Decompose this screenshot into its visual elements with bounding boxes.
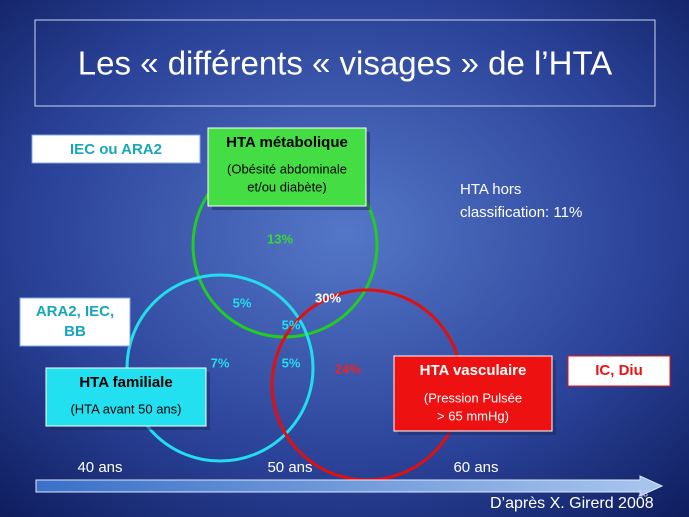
age-label: 60 ans	[453, 459, 498, 476]
treatment-text: IEC ou ARA2	[70, 141, 162, 158]
unclassified: classification: 11%	[460, 204, 582, 221]
percentage: 24%	[335, 361, 361, 376]
group-box	[207, 127, 367, 207]
group-box	[45, 367, 207, 427]
group-description: (HTA avant 50 ans)	[70, 401, 181, 416]
age-arrow	[35, 475, 664, 497]
treatment-box	[567, 355, 671, 387]
group-description: (Obésité abdominale	[227, 161, 347, 176]
group-name: HTA vasculaire	[420, 362, 527, 379]
title: Les « différents « visages » de l’HTA	[78, 45, 612, 82]
group-description: et/ou diabète)	[247, 179, 327, 194]
percentage: 7%	[211, 355, 230, 370]
title-frame	[34, 19, 656, 107]
percentage: 30%	[315, 290, 341, 305]
treatment-text: IC, Diu	[595, 362, 643, 379]
treatment-text: BB	[64, 323, 86, 340]
percentage: 5%	[282, 317, 301, 332]
age-label: 50 ans	[267, 459, 312, 476]
group-description: (Pression Pulsée	[424, 390, 522, 405]
percentage: 13%	[267, 231, 293, 246]
group-name: HTA métabolique	[226, 134, 348, 151]
unclassified: HTA hors	[460, 181, 521, 198]
treatment-box	[31, 134, 201, 164]
group-box	[393, 355, 553, 432]
page-number: 23	[638, 488, 648, 498]
group-description: > 65 mmHg)	[437, 408, 509, 423]
source: D’après X. Girerd 2008	[490, 495, 654, 512]
treatment-text: ARA2, IEC,	[36, 303, 114, 320]
treatment-box	[19, 297, 131, 347]
group-name: HTA familiale	[79, 374, 172, 391]
age-label: 40 ans	[77, 459, 122, 476]
percentage: 5%	[282, 355, 301, 370]
percentage: 5%	[233, 295, 252, 310]
